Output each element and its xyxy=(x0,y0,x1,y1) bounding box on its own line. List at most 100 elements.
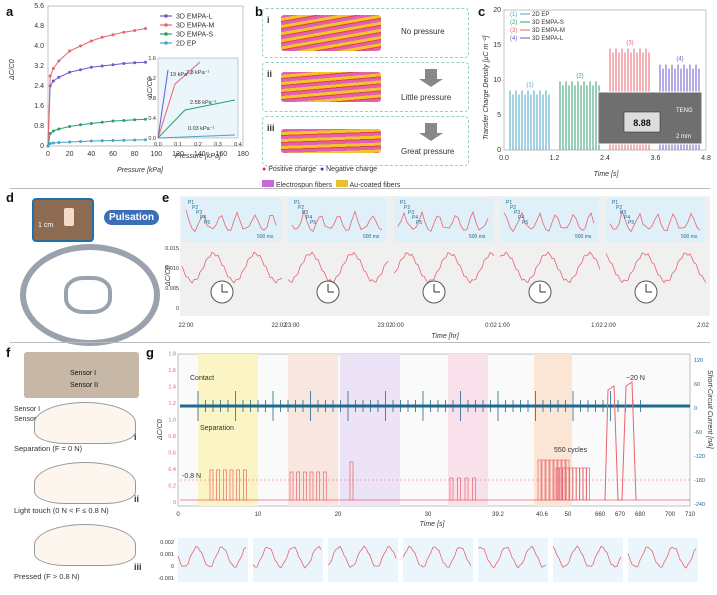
g-zoom-waveform xyxy=(252,545,322,569)
g-zoom-panel xyxy=(253,538,323,582)
g-cap-pulse xyxy=(216,469,221,501)
c-legend-num: (3) xyxy=(510,28,517,34)
e-peak-label: P1 xyxy=(400,200,406,206)
g-cap-pulse xyxy=(559,467,563,501)
arrow-down-icon xyxy=(425,123,437,133)
a-ytick-label: 0 xyxy=(40,143,44,150)
c-legend-num: (4) xyxy=(510,36,517,42)
panel-label-d: d xyxy=(6,190,14,205)
b-row-3: iii Great pressure xyxy=(262,116,469,166)
electrospun-fiber-icon xyxy=(262,180,274,187)
a-point xyxy=(48,74,52,78)
a-legend-label: 3D EMPA-L xyxy=(176,14,213,21)
g-zoom-panel xyxy=(553,538,623,582)
g-zoom-panel xyxy=(628,538,698,582)
a-legend-marker xyxy=(164,14,168,18)
g-cap-pulse xyxy=(576,467,580,501)
a-inset-ytick: 0.4 xyxy=(148,116,156,122)
c-xtick-label: 0.0 xyxy=(499,155,509,162)
e-ytick-label: 0.015 xyxy=(165,246,179,252)
e-trace xyxy=(287,251,389,283)
g-xtick-label: 670 xyxy=(615,512,626,518)
a-point xyxy=(51,79,55,83)
e-peak-label: P1 xyxy=(612,200,618,206)
e-peak-label: P1 xyxy=(294,200,300,206)
a-legend-marker xyxy=(164,41,168,45)
g-cap-pulse xyxy=(222,469,227,501)
a-inset-line xyxy=(157,99,236,139)
b-fiber-image-2 xyxy=(281,72,381,102)
g-ytick-left: 0.6 xyxy=(168,451,176,457)
d-pulsation-label: Pulsation xyxy=(104,210,160,225)
panel-label-g: g xyxy=(146,345,154,360)
g-cap-pulse xyxy=(569,467,573,501)
g-ytick-left: 1.0 xyxy=(168,418,176,424)
e-trace xyxy=(605,252,707,284)
e-peak-label: P2 xyxy=(404,205,410,211)
a-point xyxy=(51,67,55,70)
g-zoom-panel xyxy=(403,538,473,582)
c-ytick-label: 20 xyxy=(493,7,501,14)
e-xlabel: Time [hr] xyxy=(431,333,460,340)
e-ytick-label: 0 xyxy=(176,306,179,312)
g-zoom-waveform xyxy=(627,546,697,569)
e-inset-waveform xyxy=(503,211,595,233)
a-point xyxy=(48,132,52,135)
b-legend-row2: Electrospun fibers Au-coated fibers xyxy=(262,180,472,189)
arrow-down-head-icon xyxy=(419,133,443,141)
g-cap-pulse xyxy=(236,469,241,501)
g-zoom-panel xyxy=(478,538,548,582)
chart-c: 0 5 10 15 20 0.0 1.2 2.4 3.6 4.8 (1) (2) (3) (4) Tr… xyxy=(483,7,711,178)
a-xlabel: Pressure [kPa] xyxy=(117,167,164,174)
g-cap-pulse xyxy=(464,477,469,501)
b-legend: ● Positive charge ● Negative charge xyxy=(262,166,470,173)
e-peak-label: P3 xyxy=(620,210,626,216)
c-meter-readout: 8.88 xyxy=(633,118,651,128)
wrist-photo xyxy=(32,198,94,242)
a-point xyxy=(57,59,61,63)
e-inset-waveform xyxy=(185,209,277,233)
f-state-1-num: i xyxy=(134,432,137,442)
a-point xyxy=(79,123,82,127)
b-legend-negative: Negative charge xyxy=(326,166,378,173)
g-zoom-waveform xyxy=(477,545,547,569)
a-point xyxy=(144,138,147,142)
g-xtick-label: 30 xyxy=(425,512,432,518)
g-ytick-left: 0.2 xyxy=(168,484,176,490)
b-row-text: No pressure xyxy=(401,27,445,36)
b-row-text: Great pressure xyxy=(401,147,455,156)
a-inset-ylabel: ΔC/C0 xyxy=(147,77,154,99)
divider xyxy=(10,188,710,189)
e-xtick-label: 22:00 xyxy=(178,323,194,329)
f-state-3-num: iii xyxy=(134,562,142,572)
e-peak-label: P1 xyxy=(188,200,194,206)
sensor-patch xyxy=(64,208,74,226)
c-peak-label: (1) xyxy=(526,83,533,89)
negative-charge-icon: ● xyxy=(319,166,325,173)
steering-wheel-hub xyxy=(64,276,112,314)
g-ytick-left: 1.4 xyxy=(168,385,176,391)
a-xtick-label: 20 xyxy=(66,151,74,158)
e-xtick-label: 2:02 xyxy=(697,323,709,329)
a-point xyxy=(57,75,61,79)
chart-a: 0 0.8 1.6 2.4 3.2 4.0 4.8 5.6 0 20 40 60 80 100 120 14… xyxy=(9,3,249,174)
g-ytick-right: -240 xyxy=(694,502,705,508)
g-cap-pulse xyxy=(322,471,327,501)
a-point xyxy=(68,70,72,74)
a-inset-slope: 7.8 kPa⁻¹ xyxy=(186,70,210,76)
d-scale: 1 cm xyxy=(38,222,54,229)
c-legend-num: (1) xyxy=(510,12,517,18)
a-series-line xyxy=(47,61,146,147)
e-peak-label: P2 xyxy=(298,205,304,211)
a-legend-marker xyxy=(164,23,168,27)
e-inset-scale: 500 ms xyxy=(257,234,274,240)
g-zoom-waveform xyxy=(177,545,247,568)
g-ytick-left: 0.8 xyxy=(168,434,176,440)
e-xtick-label: 1:00 xyxy=(498,323,510,329)
a-point xyxy=(122,30,126,34)
arrow-down-icon xyxy=(425,69,437,79)
f-state-2: Light touch (0 N < F ≤ 0.8 N) xyxy=(14,506,109,515)
g-bottom-ytick: 0.002 xyxy=(160,540,174,546)
g-force-high: ~20 N xyxy=(626,375,645,382)
e-inset-waveform xyxy=(291,209,383,233)
